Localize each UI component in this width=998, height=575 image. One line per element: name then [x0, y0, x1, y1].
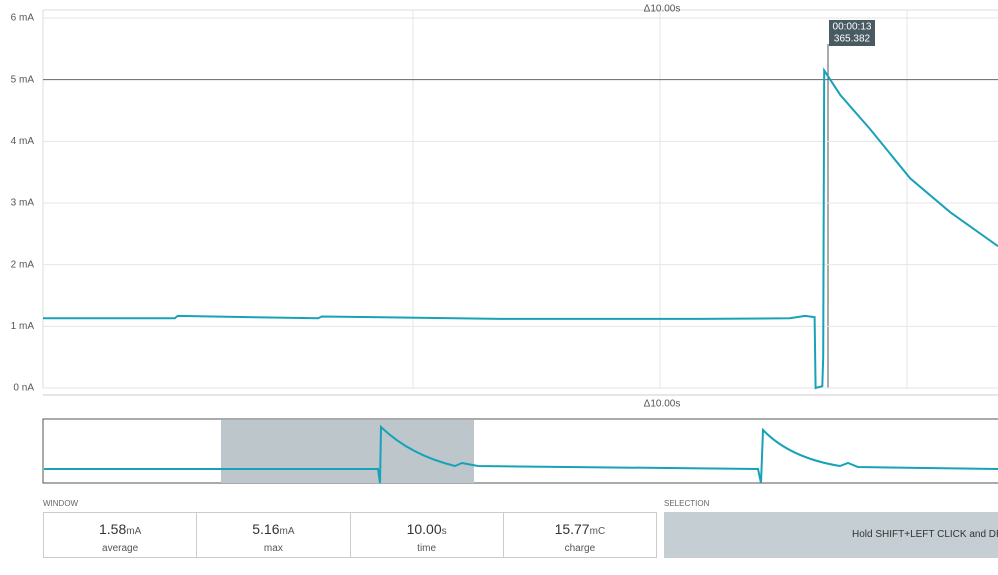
window-span: Δ10.00s — [644, 4, 681, 15]
stat: 5.16mA max — [197, 513, 351, 557]
stat-unit: mC — [589, 526, 606, 537]
y-tick-label: 3 mA — [11, 198, 35, 209]
y-tick-label: 6 mA — [11, 13, 35, 24]
stat-unit: mA — [126, 526, 142, 537]
current-trace — [43, 67, 998, 390]
stat: 1.58mA average — [44, 513, 198, 557]
minimap-span: Δ10.00s — [644, 399, 681, 410]
selection-title: SELECTION — [664, 499, 710, 508]
selection-hint: Hold SHIFT+LEFT CLICK and DRA — [852, 529, 998, 540]
chart: Δ10.00s Δ10.00s 00:00:13 365.382 0 nA 1 m… — [11, 4, 998, 484]
stat-value: 10.00 — [406, 521, 442, 537]
window-title: WINDOW — [43, 499, 79, 508]
stat-label: average — [102, 543, 139, 554]
stat-value: 1.58 — [99, 521, 127, 537]
cursor-value: 365.382 — [834, 34, 871, 45]
y-tick-label: 2 mA — [11, 259, 35, 270]
selection-panel: Hold SHIFT+LEFT CLICK and DRA — [664, 512, 998, 558]
minimap[interactable] — [42, 418, 998, 484]
stat-label: time — [417, 543, 437, 554]
minimap-trace — [44, 424, 998, 484]
cursor-time: 00:00:13 — [833, 22, 872, 33]
y-tick-label: 1 mA — [11, 321, 35, 332]
y-tick-label: 4 mA — [11, 136, 35, 147]
stat-label: charge — [564, 543, 596, 554]
stat: 10.00s time — [351, 513, 504, 557]
stat-value: 15.77 — [554, 521, 590, 537]
stat-unit: s — [441, 526, 447, 537]
stat-value: 5.16 — [252, 521, 280, 537]
stat-label: max — [263, 543, 283, 554]
stat: 15.77mC charge — [504, 513, 656, 557]
y-tick-label: 5 mA — [11, 74, 35, 85]
cursor-box — [829, 20, 875, 46]
minimap-window[interactable] — [221, 420, 474, 483]
y-tick-label: 0 nA — [13, 383, 34, 394]
window-stats: 1.58mA average 5.16mA max 10.00s time 15.77… — [43, 512, 657, 558]
stat-unit: mA — [279, 526, 295, 537]
